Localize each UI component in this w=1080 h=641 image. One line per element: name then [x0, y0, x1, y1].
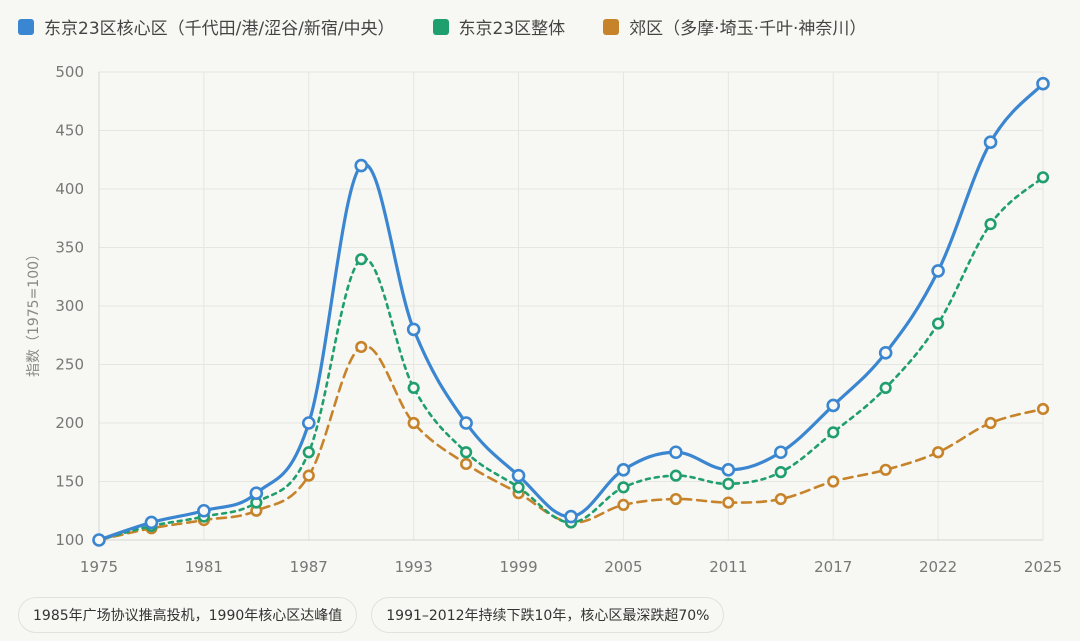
data-point[interactable] — [722, 477, 735, 490]
data-point[interactable] — [511, 468, 526, 483]
legend-label-core: 东京23区核心区（千代田/港/涩谷/新宿/中央） — [44, 19, 395, 39]
data-point[interactable] — [932, 317, 945, 330]
data-point[interactable] — [1036, 402, 1050, 416]
x-tick-label: 1993 — [395, 558, 433, 576]
x-tick-label: 2025 — [1024, 558, 1062, 576]
legend-item-core[interactable]: 东京23区核心区（千代田/港/涩谷/新宿/中央） — [18, 14, 395, 39]
chart-legend: 东京23区核心区（千代田/港/涩谷/新宿/中央） 东京23区整体 郊区（多摩·埼… — [18, 14, 904, 39]
data-point[interactable] — [92, 533, 106, 547]
note-pill-peak: 1985年广场协议推高投机，1990年核心区达峰值 — [18, 597, 358, 633]
y-tick-label: 100 — [55, 531, 84, 549]
y-tick-label: 250 — [55, 356, 84, 374]
data-point[interactable] — [459, 416, 473, 430]
data-point[interactable] — [406, 322, 421, 337]
data-point[interactable] — [407, 381, 420, 395]
x-tick-label: 1981 — [185, 558, 223, 576]
data-point[interactable] — [984, 416, 997, 430]
legend-label-suburbs: 郊区（多摩·埼玉·千叶·神奈川） — [629, 19, 867, 39]
data-point[interactable] — [354, 158, 369, 173]
legend-item-tokyo23[interactable]: 东京23区整体 — [432, 14, 566, 39]
x-tick-label: 2011 — [709, 558, 747, 576]
data-point[interactable] — [721, 462, 736, 477]
data-point[interactable] — [249, 486, 264, 501]
data-point[interactable] — [144, 515, 159, 530]
data-point[interactable] — [512, 481, 525, 494]
y-tick-label: 450 — [55, 122, 84, 140]
data-point[interactable] — [460, 457, 473, 471]
note-pill-decline: 1991–2012年持续下跌10年，核心区最深跌超70% — [371, 597, 725, 633]
data-point[interactable] — [826, 398, 841, 413]
data-point[interactable] — [302, 469, 315, 482]
data-point[interactable] — [617, 498, 630, 512]
annotation-notes: 1985年广场协议推高投机，1990年核心区达峰值 1991–2012年持续下跌… — [18, 597, 725, 633]
data-point[interactable] — [774, 466, 787, 479]
data-point[interactable] — [355, 340, 368, 354]
legend-swatch-core — [18, 18, 34, 35]
data-point[interactable] — [302, 446, 315, 459]
data-point[interactable] — [460, 446, 473, 459]
data-point[interactable] — [827, 475, 840, 488]
x-tick-label: 1975 — [80, 558, 118, 576]
data-point[interactable] — [931, 264, 945, 278]
legend-item-suburbs[interactable]: 郊区（多摩·埼玉·千叶·神奈川） — [603, 14, 866, 39]
x-tick-label: 1999 — [499, 558, 537, 576]
data-point[interactable] — [827, 426, 840, 439]
data-point[interactable] — [669, 445, 683, 460]
line-chart: 100 150 200 250 300 350 400 450 500 1975 1981 1987 1… — [26, 63, 1062, 576]
data-point[interactable] — [1036, 171, 1050, 184]
data-point[interactable] — [722, 496, 735, 509]
x-tick-label: 2022 — [919, 558, 957, 576]
legend-swatch-tokyo23 — [432, 18, 449, 35]
x-tick-label: 2017 — [814, 558, 852, 576]
x-tick-label: 1987 — [290, 558, 328, 576]
series-line — [97, 82, 1045, 542]
data-point[interactable] — [355, 253, 368, 266]
legend-swatch-suburbs — [603, 18, 620, 35]
data-point[interactable] — [301, 416, 316, 430]
y-tick-label: 400 — [55, 180, 84, 198]
data-point[interactable] — [879, 463, 892, 476]
y-tick-label: 150 — [55, 473, 84, 491]
data-point[interactable] — [983, 135, 998, 149]
data-point[interactable] — [669, 492, 682, 506]
data-point[interactable] — [564, 509, 578, 524]
data-point[interactable] — [774, 492, 787, 506]
y-axis-title: 指数（1975=100） — [26, 247, 42, 377]
y-tick-label: 300 — [55, 297, 84, 315]
data-point[interactable] — [197, 503, 211, 518]
data-point[interactable] — [407, 416, 420, 430]
y-tick-label: 200 — [55, 414, 84, 432]
series-dotted — [92, 171, 1050, 547]
data-point[interactable] — [878, 345, 893, 360]
data-point[interactable] — [879, 381, 892, 395]
data-point[interactable] — [616, 462, 631, 477]
data-point[interactable] — [617, 481, 630, 494]
data-point[interactable] — [932, 446, 945, 459]
y-tick-label: 350 — [55, 239, 84, 257]
data-point[interactable] — [984, 218, 997, 231]
data-point[interactable] — [773, 445, 788, 460]
series-line — [97, 176, 1045, 542]
legend-label-tokyo23: 东京23区整体 — [458, 19, 566, 39]
y-tick-label: 500 — [55, 63, 84, 81]
series-solid — [92, 76, 1050, 547]
x-tick-label: 2005 — [604, 558, 642, 576]
data-point[interactable] — [1036, 76, 1050, 91]
data-point[interactable] — [669, 469, 682, 482]
